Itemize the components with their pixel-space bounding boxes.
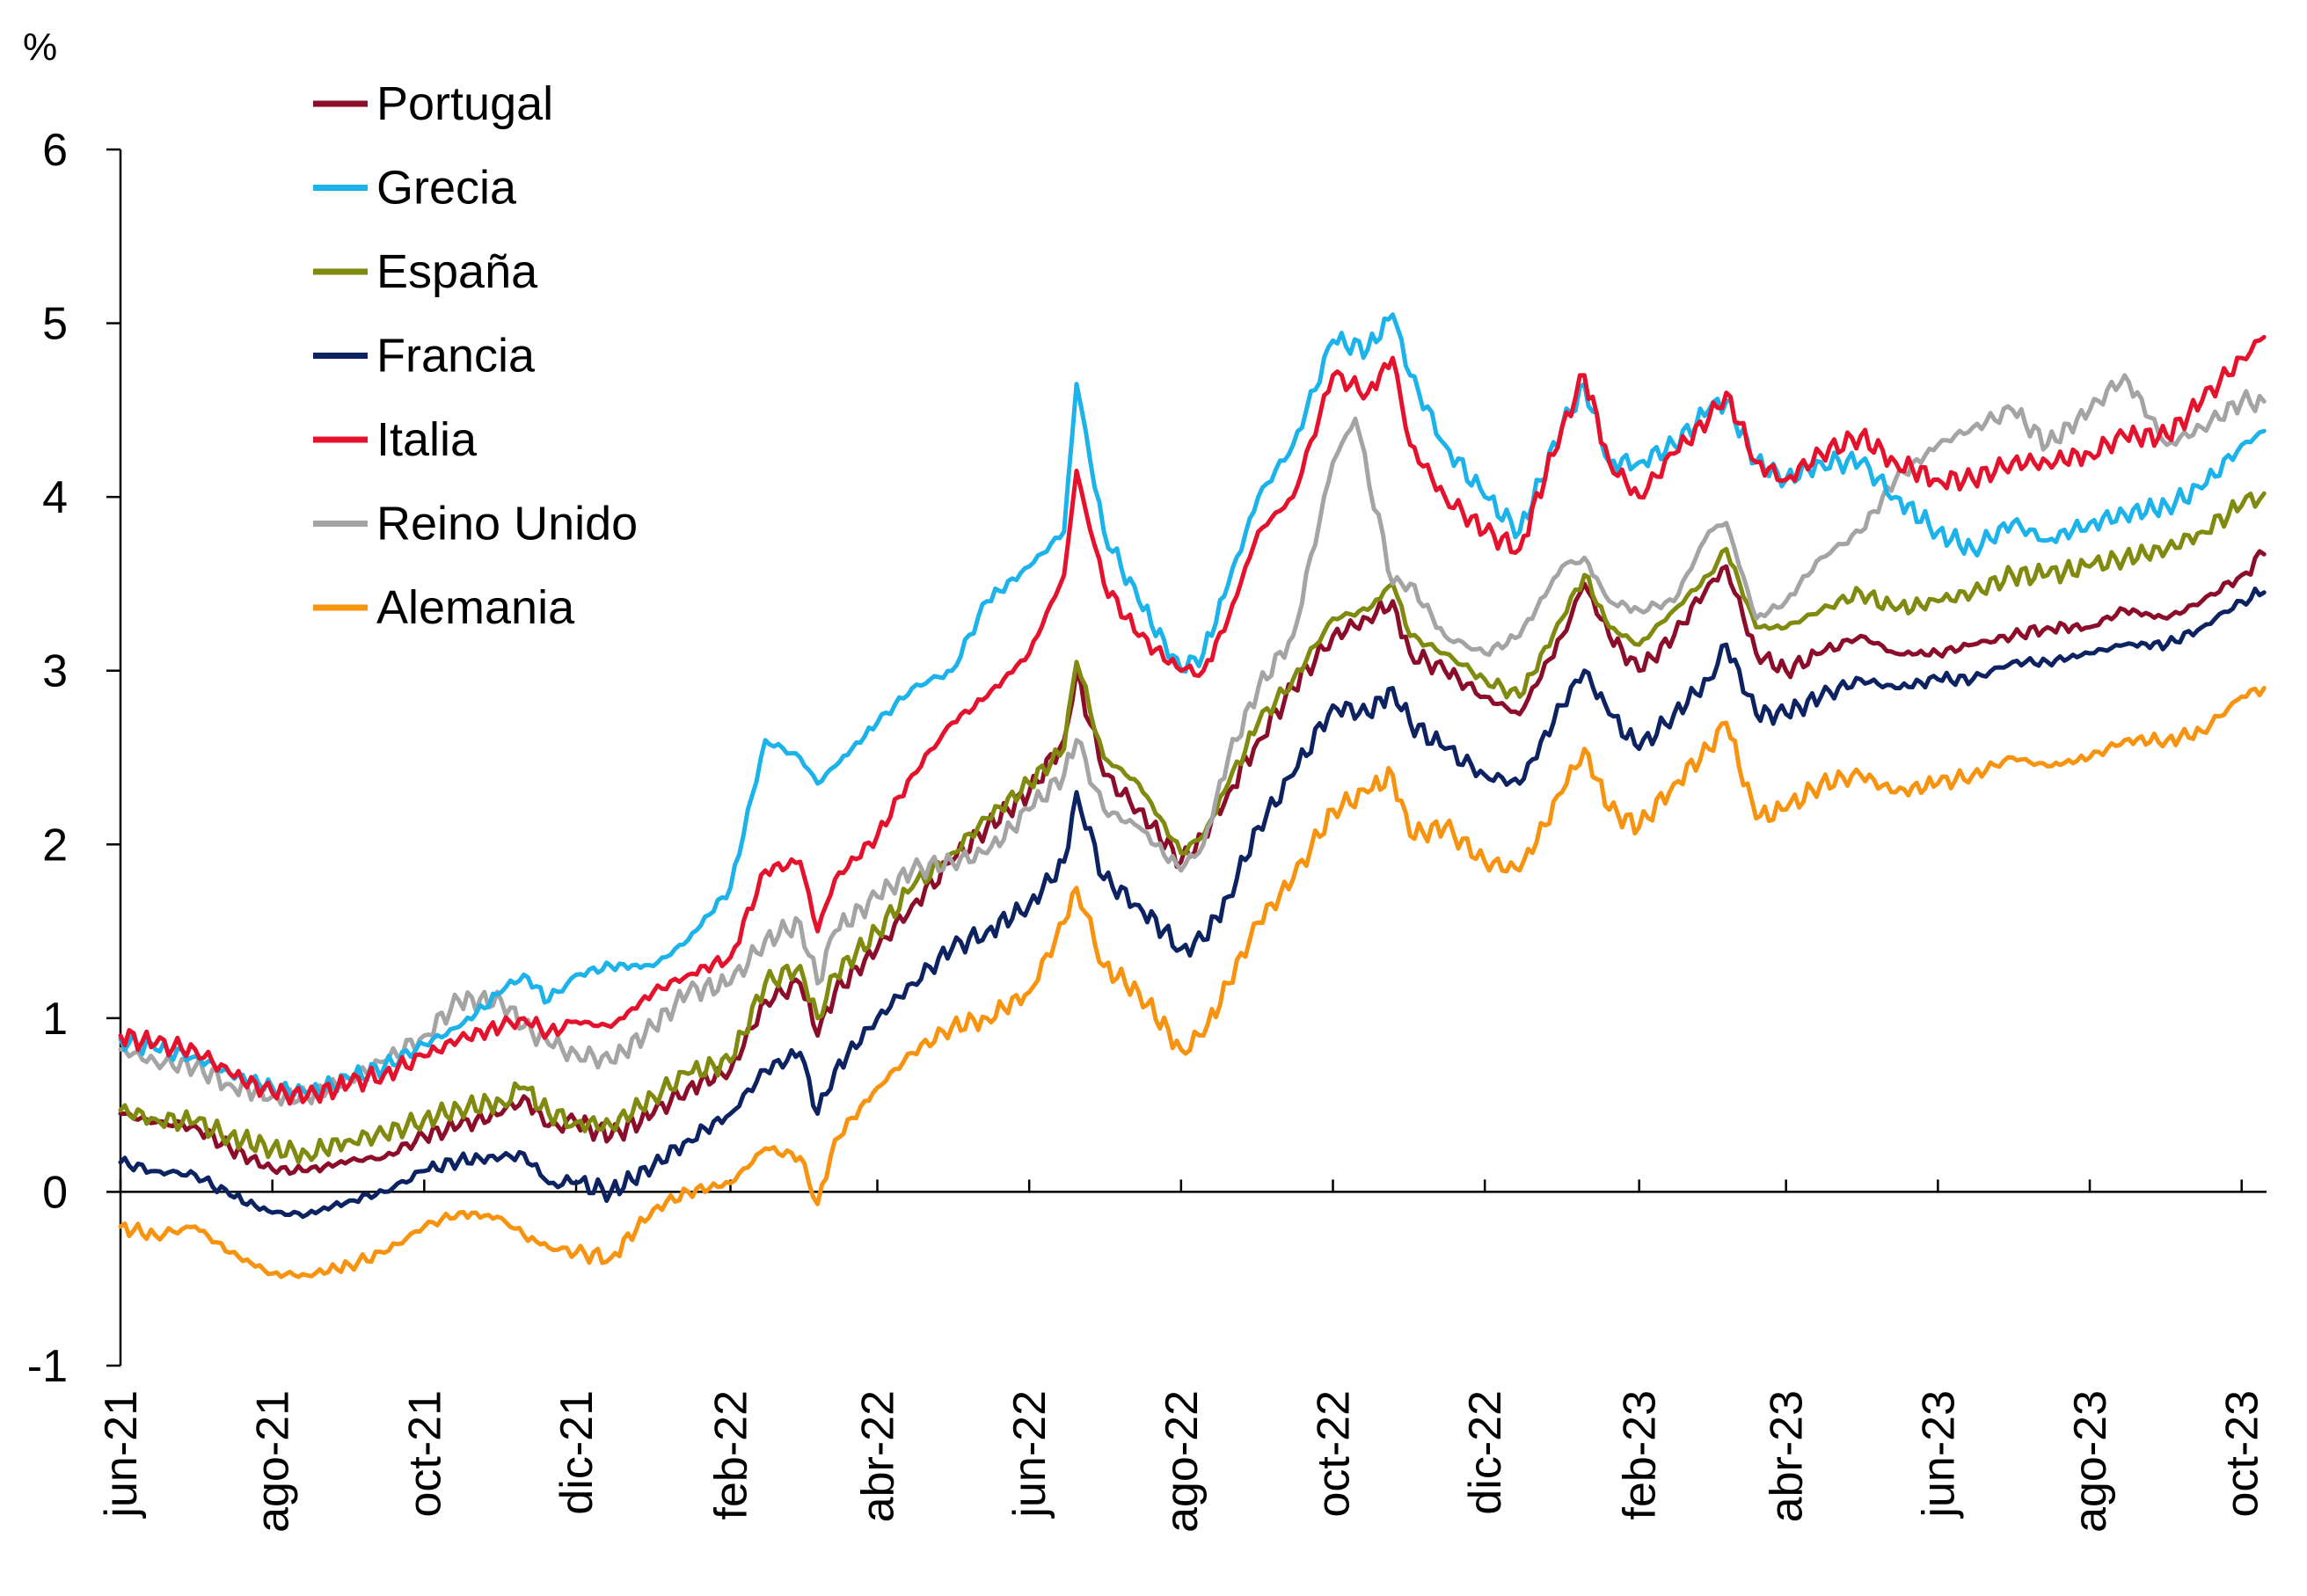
series-line-alemania <box>118 686 2267 1279</box>
legend-label: Reino Unido <box>376 498 638 550</box>
x-tick-label: oct-22 <box>1309 1390 1360 1518</box>
y-tick-label: 3 <box>42 646 68 697</box>
series-line-espa-a <box>118 491 2267 1165</box>
x-axis: jun-21 ago-21 oct-21 dic-21 feb-22 abr-22 jun-… <box>96 1179 2268 1533</box>
y-tick-label: 5 <box>42 299 68 350</box>
y-tick-label: 0 <box>42 1167 68 1218</box>
x-tick-label: dic-21 <box>551 1390 602 1515</box>
series-line-portugal <box>118 549 2267 1177</box>
y-tick-label: 4 <box>42 472 68 523</box>
series-lines <box>118 312 2267 1279</box>
y-tick-label: 6 <box>42 125 68 176</box>
x-tick-label: ago-22 <box>1157 1390 1208 1533</box>
x-tick-label: ago-21 <box>248 1390 299 1533</box>
y-tick-label: -1 <box>27 1341 68 1392</box>
series-line-italia <box>118 334 2267 1106</box>
x-tick-label: jun-22 <box>1004 1390 1055 1519</box>
legend-label: Alemania <box>376 581 575 634</box>
x-tick-label: ago-23 <box>2065 1390 2116 1533</box>
legend-label: Italia <box>376 413 478 466</box>
x-tick-label: feb-22 <box>706 1390 757 1519</box>
y-tick-label: 1 <box>42 994 68 1045</box>
series-line-francia <box>118 587 2267 1220</box>
x-tick-label: oct-23 <box>2217 1390 2268 1518</box>
x-tick-label: oct-21 <box>399 1390 450 1518</box>
legend-label: España <box>376 245 538 298</box>
x-tick-label: abr-22 <box>853 1390 904 1522</box>
x-tick-label: abr-23 <box>1762 1390 1813 1522</box>
legend: Portugal Grecia España Francia Italia Reino U… <box>313 77 638 634</box>
y-axis: 6 5 4 3 2 1 0 -1 <box>27 125 122 1392</box>
x-tick-label: jun-23 <box>1913 1390 1964 1519</box>
legend-label: Portugal <box>376 77 553 130</box>
y-axis-unit-label: % <box>23 26 57 69</box>
x-tick-label: dic-22 <box>1460 1390 1511 1515</box>
x-tick-label: jun-21 <box>96 1390 147 1519</box>
series-line-grecia <box>118 312 2267 1099</box>
legend-label: Grecia <box>376 162 517 215</box>
x-tick-label: feb-23 <box>1615 1390 1666 1519</box>
legend-label: Francia <box>376 330 536 383</box>
y-tick-label: 2 <box>42 820 68 871</box>
